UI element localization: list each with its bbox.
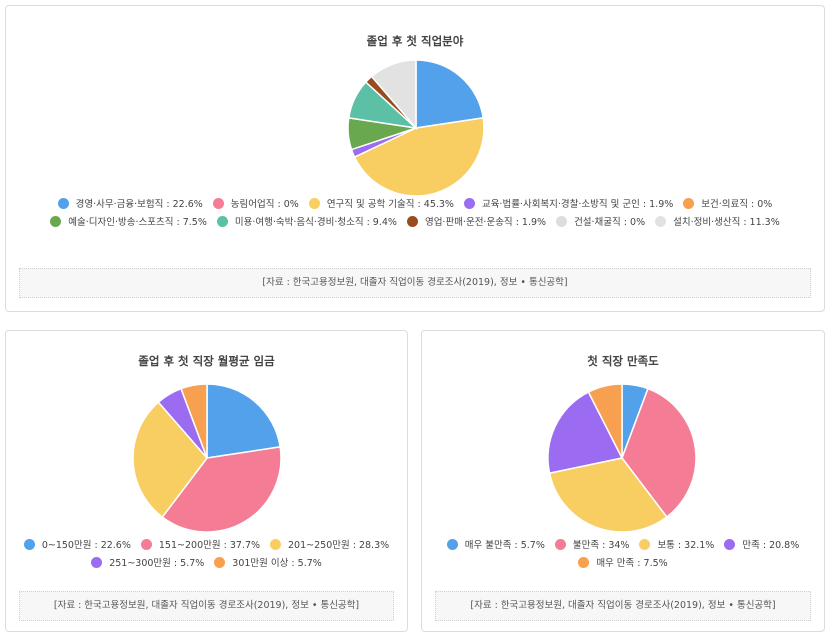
legend-item[interactable]: 교육·법률·사회복지·경찰·소방직 및 군인 : 1.9% bbox=[463, 196, 674, 214]
legend-label: 만족 : 20.8% bbox=[742, 540, 800, 551]
legend-label: 201~250만원 : 28.3% bbox=[288, 540, 390, 551]
legend-label: 영업·판매·운전·운송직 : 1.9% bbox=[424, 217, 547, 228]
legend-label: 미용·여행·숙박·음식·경비·청소직 : 9.4% bbox=[234, 217, 397, 228]
pie-slice-2[interactable] bbox=[353, 117, 485, 197]
legend-label: 연구직 및 공학 기술직 : 45.3% bbox=[326, 199, 454, 210]
legend-label: 농림어업직 : 0% bbox=[230, 199, 299, 210]
legend-item[interactable]: 보건·의료직 : 0% bbox=[683, 196, 772, 214]
legend-item[interactable]: 경영·사무·금융·보험직 : 22.6% bbox=[57, 196, 203, 214]
legend-item[interactable]: 251~300만원 : 5.7% bbox=[91, 555, 204, 573]
legend-label: 건설·채굴직 : 0% bbox=[574, 217, 646, 228]
chart-legend: 경영·사무·금융·보험직 : 22.6% 농림어업직 : 0% 연구직 및 공학 기… bbox=[14, 196, 816, 232]
chart-card-satisfaction: 첫 직장 만족도 매우 불만족 : 5.7% 불만족 : 34% 보통 : 32.1… bbox=[421, 330, 825, 632]
legend-marker bbox=[724, 539, 736, 550]
legend-item[interactable]: 매우 불만족 : 5.7% bbox=[446, 537, 545, 555]
legend-marker bbox=[91, 557, 103, 568]
pie-slice-4[interactable] bbox=[180, 383, 208, 459]
legend-item[interactable]: 불만족 : 34% bbox=[554, 537, 630, 555]
pie-slice-9[interactable] bbox=[370, 59, 417, 131]
chart-title: 졸업 후 첫 직업분야 bbox=[366, 34, 464, 48]
source-note: [자료 : 한국고용정보원, 대졸자 직업이동 경로조사(2019), 정보 •… bbox=[19, 268, 811, 298]
legend-item[interactable]: 301만원 이상 : 5.7% bbox=[214, 555, 322, 573]
legend-item[interactable]: 예술·디자인·방송·스포츠직 : 7.5% bbox=[50, 214, 207, 232]
legend-marker bbox=[463, 198, 475, 209]
chart-card-job-field: 졸업 후 첫 직업분야 경영·사무·금융·보험직 : 22.6% 농림어업직 : … bbox=[5, 5, 825, 312]
legend-marker bbox=[406, 216, 418, 227]
legend-marker bbox=[216, 216, 228, 227]
legend-marker bbox=[140, 539, 152, 550]
chart-legend: 매우 불만족 : 5.7% 불만족 : 34% 보통 : 32.1% 만족 : 20.… bbox=[430, 537, 816, 573]
source-note: [자료 : 한국고용정보원, 대졸자 직업이동 경로조사(2019), 정보 •… bbox=[435, 591, 811, 621]
pie-chart-job-field bbox=[347, 59, 485, 197]
legend-item[interactable]: 매우 만족 : 7.5% bbox=[578, 555, 668, 573]
legend-marker bbox=[655, 216, 667, 227]
legend-marker bbox=[212, 198, 224, 209]
legend-marker bbox=[308, 198, 320, 209]
legend-item[interactable]: 영업·판매·운전·운송직 : 1.9% bbox=[406, 214, 547, 232]
source-note: [자료 : 한국고용정보원, 대졸자 직업이동 경로조사(2019), 정보 •… bbox=[19, 591, 394, 621]
legend-label: 불만족 : 34% bbox=[572, 540, 630, 551]
legend-marker bbox=[23, 539, 35, 550]
legend-marker bbox=[639, 539, 651, 550]
chart-title: 졸업 후 첫 직장 월평균 임금 bbox=[138, 354, 275, 368]
legend-label: 보통 : 32.1% bbox=[657, 540, 715, 551]
legend-marker bbox=[270, 539, 282, 550]
legend-marker bbox=[50, 216, 62, 227]
legend-item[interactable]: 미용·여행·숙박·음식·경비·청소직 : 9.4% bbox=[216, 214, 397, 232]
legend-item[interactable]: 보통 : 32.1% bbox=[639, 537, 714, 555]
pie-slice-2[interactable] bbox=[548, 457, 668, 533]
chart-card-salary: 졸업 후 첫 직장 월평균 임금 0~150만원 : 22.6% 151~200만… bbox=[5, 330, 408, 632]
pie-slice-1[interactable] bbox=[621, 387, 697, 518]
legend-marker bbox=[214, 557, 226, 568]
legend-item[interactable]: 건설·채굴직 : 0% bbox=[556, 214, 645, 232]
legend-label: 151~200만원 : 37.7% bbox=[158, 540, 261, 551]
legend-item[interactable]: 만족 : 20.8% bbox=[724, 537, 799, 555]
legend-item[interactable]: 0~150만원 : 22.6% bbox=[23, 537, 131, 555]
pie-slice-0[interactable] bbox=[415, 59, 485, 129]
legend-label: 보건·의료직 : 0% bbox=[701, 199, 773, 210]
legend-label: 교육·법률·사회복지·경찰·소방직 및 군인 : 1.9% bbox=[481, 199, 674, 210]
legend-marker bbox=[578, 557, 590, 568]
legend-marker bbox=[446, 539, 458, 550]
pie-slice-0[interactable] bbox=[206, 383, 282, 459]
legend-item[interactable]: 농림어업직 : 0% bbox=[212, 196, 299, 214]
legend-label: 예술·디자인·방송·스포츠직 : 7.5% bbox=[68, 217, 207, 228]
legend-marker bbox=[554, 539, 566, 550]
pie-slice-2[interactable] bbox=[132, 401, 208, 519]
pie-slice-1[interactable] bbox=[161, 446, 282, 533]
legend-item[interactable]: 연구직 및 공학 기술직 : 45.3% bbox=[308, 196, 454, 214]
legend-label: 251~300만원 : 5.7% bbox=[109, 558, 205, 569]
pie-slice-3[interactable] bbox=[547, 391, 624, 474]
chart-title: 첫 직장 만족도 bbox=[587, 354, 659, 368]
legend-label: 설치·정비·생산직 : 11.3% bbox=[673, 217, 780, 228]
legend-item[interactable]: 설치·정비·생산직 : 11.3% bbox=[655, 214, 780, 232]
chart-legend: 0~150만원 : 22.6% 151~200만원 : 37.7% 201~250만… bbox=[14, 537, 399, 573]
pie-slice-4[interactable] bbox=[587, 383, 623, 459]
legend-marker bbox=[57, 198, 69, 209]
legend-label: 매우 불만족 : 5.7% bbox=[464, 540, 545, 551]
legend-marker bbox=[683, 198, 695, 209]
pie-chart-satisfaction bbox=[547, 383, 697, 533]
legend-label: 301만원 이상 : 5.7% bbox=[232, 558, 322, 569]
legend-label: 0~150만원 : 22.6% bbox=[41, 540, 131, 551]
legend-label: 경영·사무·금융·보험직 : 22.6% bbox=[75, 199, 203, 210]
legend-item[interactable]: 201~250만원 : 28.3% bbox=[270, 537, 389, 555]
legend-label: 매우 만족 : 7.5% bbox=[596, 558, 668, 569]
legend-item[interactable]: 151~200만원 : 37.7% bbox=[140, 537, 261, 555]
legend-marker bbox=[556, 216, 568, 227]
pie-chart-salary bbox=[132, 383, 282, 533]
